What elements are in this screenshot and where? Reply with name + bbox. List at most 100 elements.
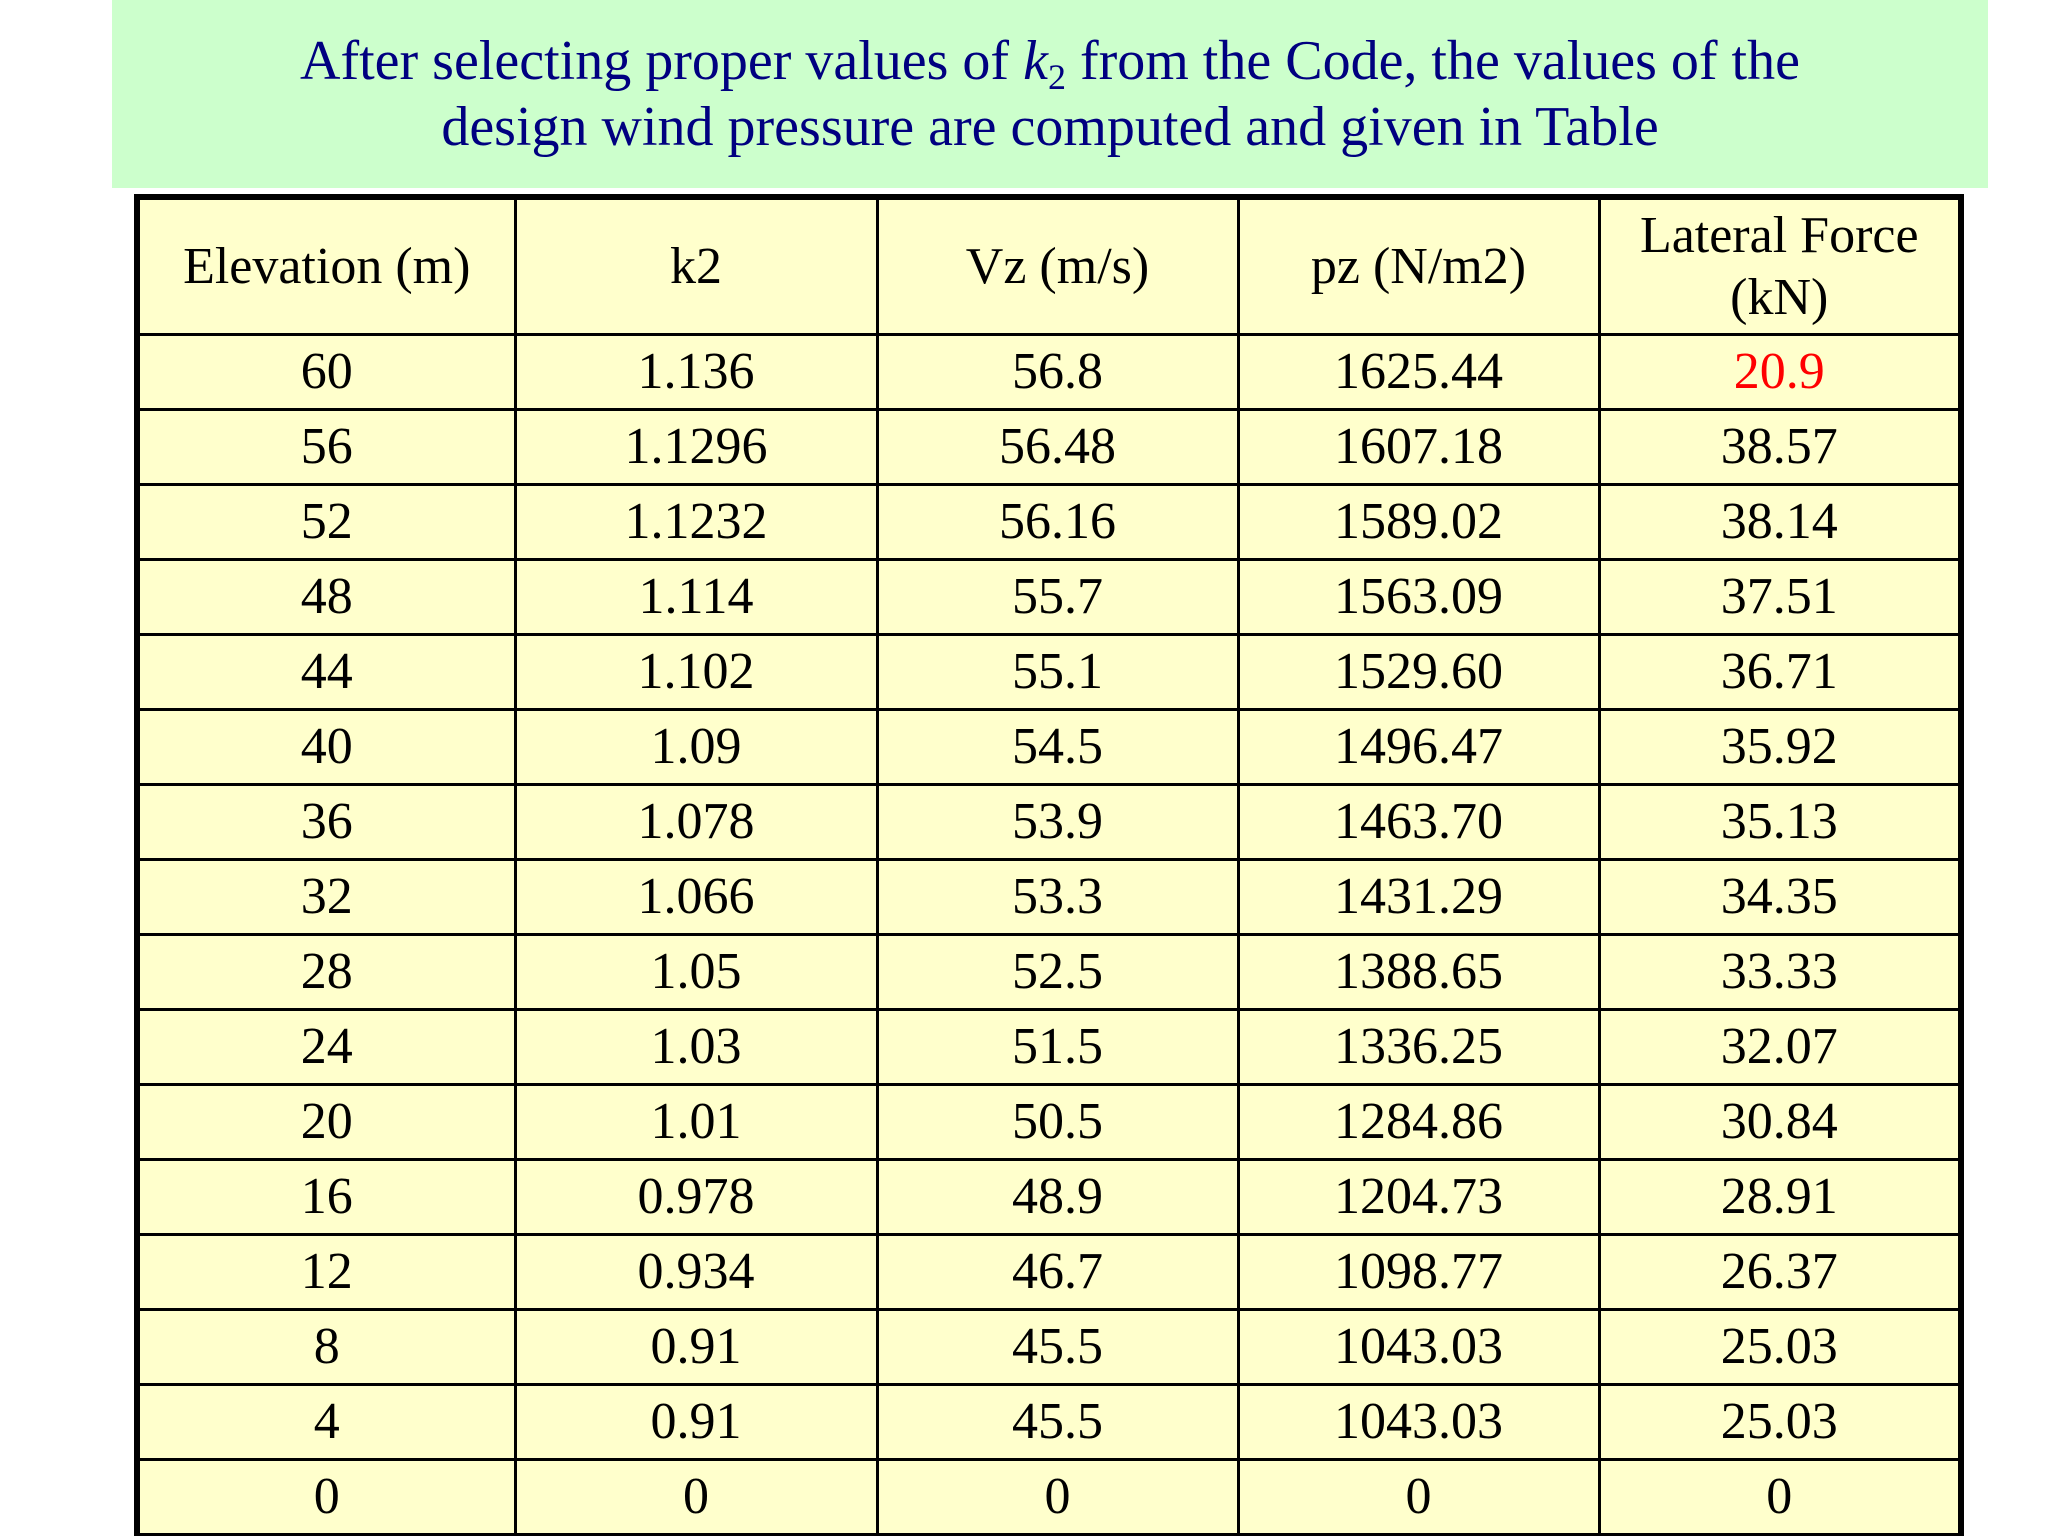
cell-lateral-force: 38.14 [1597,483,1963,561]
cell-vz: 55.7 [875,558,1240,636]
cell-vz: 56.16 [875,483,1240,561]
cell-pz: 1529.60 [1236,633,1601,711]
cell-lateral-force: 28.91 [1597,1158,1963,1236]
cell-k2: 0.91 [513,1308,879,1386]
cell-k2: 0.934 [513,1233,879,1311]
table-row: 52 1.1232 56.16 1589.02 38.14 [135,483,1963,561]
table-row: 28 1.05 52.5 1388.65 33.33 [135,933,1963,1011]
cell-vz: 0 [875,1458,1240,1536]
cell-elevation: 32 [135,858,517,936]
cell-pz: 1043.03 [1236,1383,1601,1461]
cell-lateral-force: 33.33 [1597,933,1963,1011]
title-box: After selecting proper values of k2 from… [112,0,1988,188]
cell-k2: 1.114 [513,558,879,636]
cell-pz: 0 [1236,1458,1601,1536]
cell-vz: 50.5 [875,1083,1240,1161]
table-row: 24 1.03 51.5 1336.25 32.07 [135,1008,1963,1086]
cell-lateral-force: 37.51 [1597,558,1963,636]
cell-vz: 56.48 [875,408,1240,486]
k2-variable: k2 [1023,30,1066,95]
cell-lateral-force: 25.03 [1597,1308,1963,1386]
cell-elevation: 48 [135,558,517,636]
cell-lateral-force: 34.35 [1597,858,1963,936]
cell-elevation: 60 [135,333,517,411]
cell-vz: 45.5 [875,1383,1240,1461]
cell-pz: 1589.02 [1236,483,1601,561]
cell-pz: 1043.03 [1236,1308,1601,1386]
cell-pz: 1607.18 [1236,408,1601,486]
table-row: 4 0.91 45.5 1043.03 25.03 [135,1383,1963,1461]
table-row: 56 1.1296 56.48 1607.18 38.57 [135,408,1963,486]
cell-k2: 1.03 [513,1008,879,1086]
table-body: 60 1.136 56.8 1625.44 20.9 56 1.1296 56.48 1607.… [135,333,1963,1536]
cell-vz: 45.5 [875,1308,1240,1386]
header-k2: k2 [513,195,879,336]
cell-pz: 1463.70 [1236,783,1601,861]
cell-elevation: 40 [135,708,517,786]
wind-pressure-table: Elevation (m) k2 Vz (m/s) pz (N/m2) Late… [134,194,1964,1536]
cell-k2: 0 [513,1458,879,1536]
table-row: 20 1.01 50.5 1284.86 30.84 [135,1083,1963,1161]
cell-k2: 1.136 [513,333,879,411]
title-line-2: design wind pressure are computed and gi… [441,96,1659,158]
cell-vz: 55.1 [875,633,1240,711]
cell-vz: 52.5 [875,933,1240,1011]
cell-elevation: 28 [135,933,517,1011]
cell-vz: 46.7 [875,1233,1240,1311]
table-row: 36 1.078 53.9 1463.70 35.13 [135,783,1963,861]
cell-elevation: 8 [135,1308,517,1386]
cell-elevation: 4 [135,1383,517,1461]
table-row: 8 0.91 45.5 1043.03 25.03 [135,1308,1963,1386]
cell-vz: 53.9 [875,783,1240,861]
cell-k2: 1.05 [513,933,879,1011]
cell-elevation: 20 [135,1083,517,1161]
header-pz: pz (N/m2) [1236,195,1601,336]
table-row: 40 1.09 54.5 1496.47 35.92 [135,708,1963,786]
header-vz: Vz (m/s) [875,195,1240,336]
title-line-1-end: from the Code, the values of the [1065,30,1800,92]
cell-k2: 0.91 [513,1383,879,1461]
cell-vz: 56.8 [875,333,1240,411]
cell-vz: 53.3 [875,858,1240,936]
table-row: 32 1.066 53.3 1431.29 34.35 [135,858,1963,936]
cell-lateral-force: 25.03 [1597,1383,1963,1461]
title-line-1: After selecting proper values of k2 from… [112,28,1988,95]
cell-elevation: 44 [135,633,517,711]
cell-lateral-force: 20.9 [1597,333,1963,411]
k-symbol: k [1023,30,1048,92]
cell-k2: 0.978 [513,1158,879,1236]
cell-k2: 1.102 [513,633,879,711]
cell-elevation: 56 [135,408,517,486]
cell-lateral-force: 35.92 [1597,708,1963,786]
table-row: 60 1.136 56.8 1625.44 20.9 [135,333,1963,411]
cell-vz: 51.5 [875,1008,1240,1086]
cell-elevation: 36 [135,783,517,861]
cell-k2: 1.1296 [513,408,879,486]
cell-elevation: 16 [135,1158,517,1236]
cell-lateral-force: 30.84 [1597,1083,1963,1161]
cell-vz: 48.9 [875,1158,1240,1236]
cell-pz: 1388.65 [1236,933,1601,1011]
table-row: 48 1.114 55.7 1563.09 37.51 [135,558,1963,636]
header-elevation: Elevation (m) [135,195,517,336]
cell-lateral-force: 32.07 [1597,1008,1963,1086]
cell-lateral-force: 38.57 [1597,408,1963,486]
cell-k2: 1.066 [513,858,879,936]
k-subscript: 2 [1047,57,1066,97]
cell-pz: 1336.25 [1236,1008,1601,1086]
cell-elevation: 24 [135,1008,517,1086]
cell-elevation: 52 [135,483,517,561]
cell-pz: 1496.47 [1236,708,1601,786]
cell-pz: 1563.09 [1236,558,1601,636]
cell-vz: 54.5 [875,708,1240,786]
title-line-1-start: After selecting proper values of [300,30,1024,92]
table-row: 44 1.102 55.1 1529.60 36.71 [135,633,1963,711]
cell-lateral-force: 26.37 [1597,1233,1963,1311]
cell-pz: 1431.29 [1236,858,1601,936]
cell-k2: 1.09 [513,708,879,786]
cell-k2: 1.01 [513,1083,879,1161]
header-lateral-force: Lateral Force (kN) [1597,195,1963,336]
cell-k2: 1.078 [513,783,879,861]
